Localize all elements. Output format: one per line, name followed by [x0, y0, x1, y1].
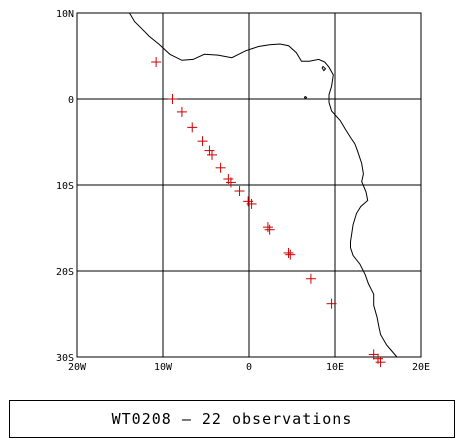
- observation-marker: [215, 162, 226, 173]
- observation-marker: [326, 298, 337, 309]
- observation-markers: [151, 57, 386, 368]
- coastline: [129, 12, 398, 358]
- caption-box: WT0208 — 22 observations: [9, 400, 455, 438]
- observation-marker: [246, 198, 257, 209]
- longitude-tick-label: 20E: [412, 362, 430, 373]
- latitude-tick-label: 0: [68, 95, 74, 106]
- observation-marker: [305, 273, 316, 284]
- caption-text: WT0208 — 22 observations: [111, 410, 353, 428]
- observation-marker: [283, 247, 294, 258]
- island-outline: [321, 65, 327, 72]
- observation-marker: [285, 249, 296, 260]
- africa-coastline: [129, 12, 398, 358]
- observation-marker: [204, 145, 215, 156]
- observation-marker: [368, 349, 379, 360]
- observation-marker: [264, 224, 275, 235]
- latitude-tick-label: 30S: [56, 353, 74, 364]
- longitude-tick-label: 0: [246, 362, 252, 373]
- observation-marker: [375, 357, 386, 368]
- observation-marker: [151, 57, 162, 68]
- observation-marker: [225, 177, 236, 188]
- observation-marker: [167, 94, 178, 104]
- observation-marker: [262, 222, 273, 233]
- observation-marker: [176, 106, 187, 117]
- observation-marker: [207, 149, 218, 160]
- latitude-tick-labels: 10N 0 10S 20S 30S: [56, 9, 74, 364]
- island-outline: [303, 95, 308, 100]
- observation-marker: [234, 186, 245, 197]
- longitude-tick-label: 10W: [154, 362, 173, 373]
- map-figure: 20W 10W 0 10E 20E 10N 0 10S 20S 30S: [56, 9, 430, 373]
- observation-marker: [197, 136, 208, 147]
- longitude-tick-label: 20W: [68, 362, 87, 373]
- longitude-tick-labels: 20W 10W 0 10E 20E: [68, 362, 430, 373]
- graticule: [77, 13, 421, 357]
- longitude-tick-label: 10E: [326, 362, 344, 373]
- latitude-tick-label: 10S: [56, 181, 74, 192]
- latitude-tick-label: 10N: [56, 9, 74, 20]
- latitude-tick-label: 20S: [56, 267, 74, 278]
- observation-marker: [187, 122, 198, 133]
